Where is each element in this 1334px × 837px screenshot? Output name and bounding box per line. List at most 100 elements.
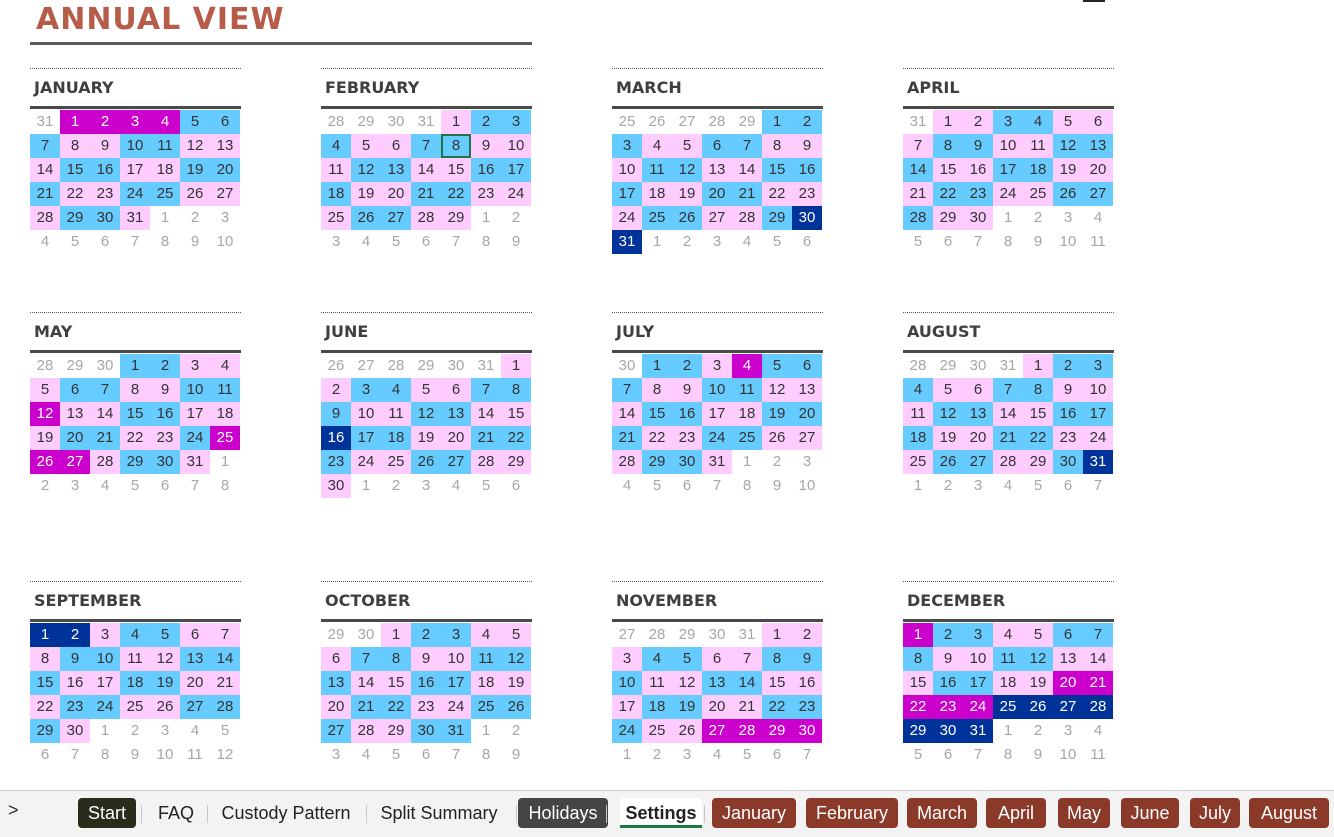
adjacent-month-day-cell[interactable]: 3 <box>1063 722 1073 739</box>
adjacent-month-day-cell[interactable]: 7 <box>130 233 140 250</box>
day-cell[interactable]: 12 <box>411 402 441 426</box>
day-cell[interactable]: 25 <box>1023 182 1053 206</box>
adjacent-month-day-cell[interactable]: 30 <box>387 113 405 130</box>
adjacent-month-day-cell[interactable]: 9 <box>511 746 521 763</box>
day-cell[interactable]: 8 <box>60 134 90 158</box>
day-cell[interactable]: 27 <box>702 206 732 230</box>
day-cell[interactable]: 27 <box>210 182 240 206</box>
day-cell[interactable]: 21 <box>351 695 381 719</box>
day-cell[interactable]: 20 <box>1083 158 1113 182</box>
adjacent-month-day-cell[interactable]: 2 <box>190 209 200 226</box>
day-cell[interactable]: 16 <box>150 402 180 426</box>
adjacent-month-day-cell[interactable]: 1 <box>100 722 110 739</box>
day-cell[interactable]: 18 <box>732 402 762 426</box>
adjacent-month-day-cell[interactable]: 4 <box>40 233 50 250</box>
adjacent-month-day-cell[interactable]: 5 <box>913 233 923 250</box>
day-cell[interactable]: 22 <box>903 695 933 719</box>
day-cell[interactable]: 18 <box>1023 158 1053 182</box>
day-cell[interactable]: 23 <box>411 695 441 719</box>
day-cell[interactable]: 10 <box>963 647 993 671</box>
day-cell[interactable]: 21 <box>210 671 240 695</box>
day-cell[interactable]: 1 <box>762 623 792 647</box>
day-cell[interactable]: 31 <box>702 450 732 474</box>
day-cell[interactable]: 25 <box>150 182 180 206</box>
sheet-tab-split-summary[interactable]: Split Summary <box>380 803 498 823</box>
day-cell[interactable]: 29 <box>1023 450 1053 474</box>
day-cell[interactable]: 12 <box>180 134 210 158</box>
day-cell[interactable]: 21 <box>90 426 120 450</box>
day-cell[interactable]: 17 <box>180 402 210 426</box>
day-cell[interactable]: 24 <box>501 182 531 206</box>
sheet-tab-start[interactable]: Start <box>78 798 136 828</box>
adjacent-month-day-cell[interactable]: 6 <box>682 477 692 494</box>
day-cell[interactable]: 13 <box>180 647 210 671</box>
day-cell[interactable]: 2 <box>933 623 963 647</box>
day-cell[interactable]: 13 <box>792 378 822 402</box>
day-cell[interactable]: 26 <box>411 450 441 474</box>
day-cell[interactable]: 14 <box>411 158 441 182</box>
day-cell[interactable]: 20 <box>381 182 411 206</box>
adjacent-month-day-cell[interactable]: 6 <box>421 746 431 763</box>
adjacent-month-day-cell[interactable]: 10 <box>1059 233 1077 250</box>
day-cell[interactable]: 11 <box>381 402 411 426</box>
day-cell[interactable]: 7 <box>1083 623 1113 647</box>
day-cell[interactable]: 8 <box>762 647 792 671</box>
day-cell[interactable]: 16 <box>933 671 963 695</box>
day-cell[interactable]: 7 <box>210 623 240 647</box>
day-cell[interactable]: 8 <box>381 647 411 671</box>
adjacent-month-day-cell[interactable]: 30 <box>708 626 726 643</box>
day-cell[interactable]: 10 <box>993 134 1023 158</box>
day-cell[interactable]: 28 <box>30 206 60 230</box>
day-cell[interactable]: 20 <box>60 426 90 450</box>
adjacent-month-day-cell[interactable]: 5 <box>70 233 80 250</box>
day-cell[interactable]: 9 <box>471 134 501 158</box>
adjacent-month-day-cell[interactable]: 30 <box>618 357 636 374</box>
day-cell[interactable]: 13 <box>702 158 732 182</box>
adjacent-month-day-cell[interactable]: 2 <box>682 233 692 250</box>
day-cell[interactable]: 23 <box>672 426 702 450</box>
day-cell[interactable]: 24 <box>993 182 1023 206</box>
day-cell[interactable]: 1 <box>60 110 90 134</box>
day-cell[interactable]: 23 <box>792 182 822 206</box>
day-cell[interactable]: 27 <box>60 450 90 474</box>
day-cell[interactable]: 14 <box>210 647 240 671</box>
day-cell[interactable]: 5 <box>1053 110 1083 134</box>
day-cell[interactable]: 19 <box>501 671 531 695</box>
adjacent-month-day-cell[interactable]: 4 <box>100 477 110 494</box>
day-cell[interactable]: 29 <box>501 450 531 474</box>
day-cell[interactable]: 9 <box>90 134 120 158</box>
day-cell[interactable]: 7 <box>903 134 933 158</box>
adjacent-month-day-cell[interactable]: 5 <box>391 746 401 763</box>
adjacent-month-day-cell[interactable]: 1 <box>652 233 662 250</box>
adjacent-month-day-cell[interactable]: 7 <box>802 746 812 763</box>
adjacent-month-day-cell[interactable]: 11 <box>187 746 203 763</box>
day-cell[interactable]: 22 <box>381 695 411 719</box>
adjacent-month-day-cell[interactable]: 5 <box>391 233 401 250</box>
day-cell[interactable]: 19 <box>672 182 702 206</box>
day-cell[interactable]: 30 <box>963 206 993 230</box>
adjacent-month-day-cell[interactable]: 2 <box>391 477 401 494</box>
day-cell[interactable]: 15 <box>60 158 90 182</box>
day-cell[interactable]: 20 <box>321 695 351 719</box>
adjacent-month-day-cell[interactable]: 5 <box>742 746 752 763</box>
day-cell[interactable]: 27 <box>702 719 732 743</box>
day-cell[interactable]: 20 <box>702 182 732 206</box>
day-cell[interactable]: 11 <box>321 158 351 182</box>
adjacent-month-day-cell[interactable]: 1 <box>622 746 632 763</box>
adjacent-month-day-cell[interactable]: 29 <box>939 357 957 374</box>
day-cell[interactable]: 18 <box>903 426 933 450</box>
day-cell[interactable]: 25 <box>381 450 411 474</box>
adjacent-month-day-cell[interactable]: 29 <box>417 357 435 374</box>
day-cell[interactable]: 23 <box>792 695 822 719</box>
adjacent-month-day-cell[interactable]: 6 <box>100 233 110 250</box>
day-cell[interactable]: 15 <box>762 158 792 182</box>
day-cell[interactable]: 28 <box>471 450 501 474</box>
day-cell[interactable]: 6 <box>180 623 210 647</box>
day-cell[interactable]: 11 <box>150 134 180 158</box>
day-cell[interactable]: 20 <box>210 158 240 182</box>
day-cell[interactable]: 4 <box>381 378 411 402</box>
day-cell[interactable]: 15 <box>762 671 792 695</box>
adjacent-month-day-cell[interactable]: 9 <box>1033 233 1043 250</box>
day-cell[interactable]: 27 <box>180 695 210 719</box>
day-cell[interactable]: 31 <box>1083 450 1113 474</box>
